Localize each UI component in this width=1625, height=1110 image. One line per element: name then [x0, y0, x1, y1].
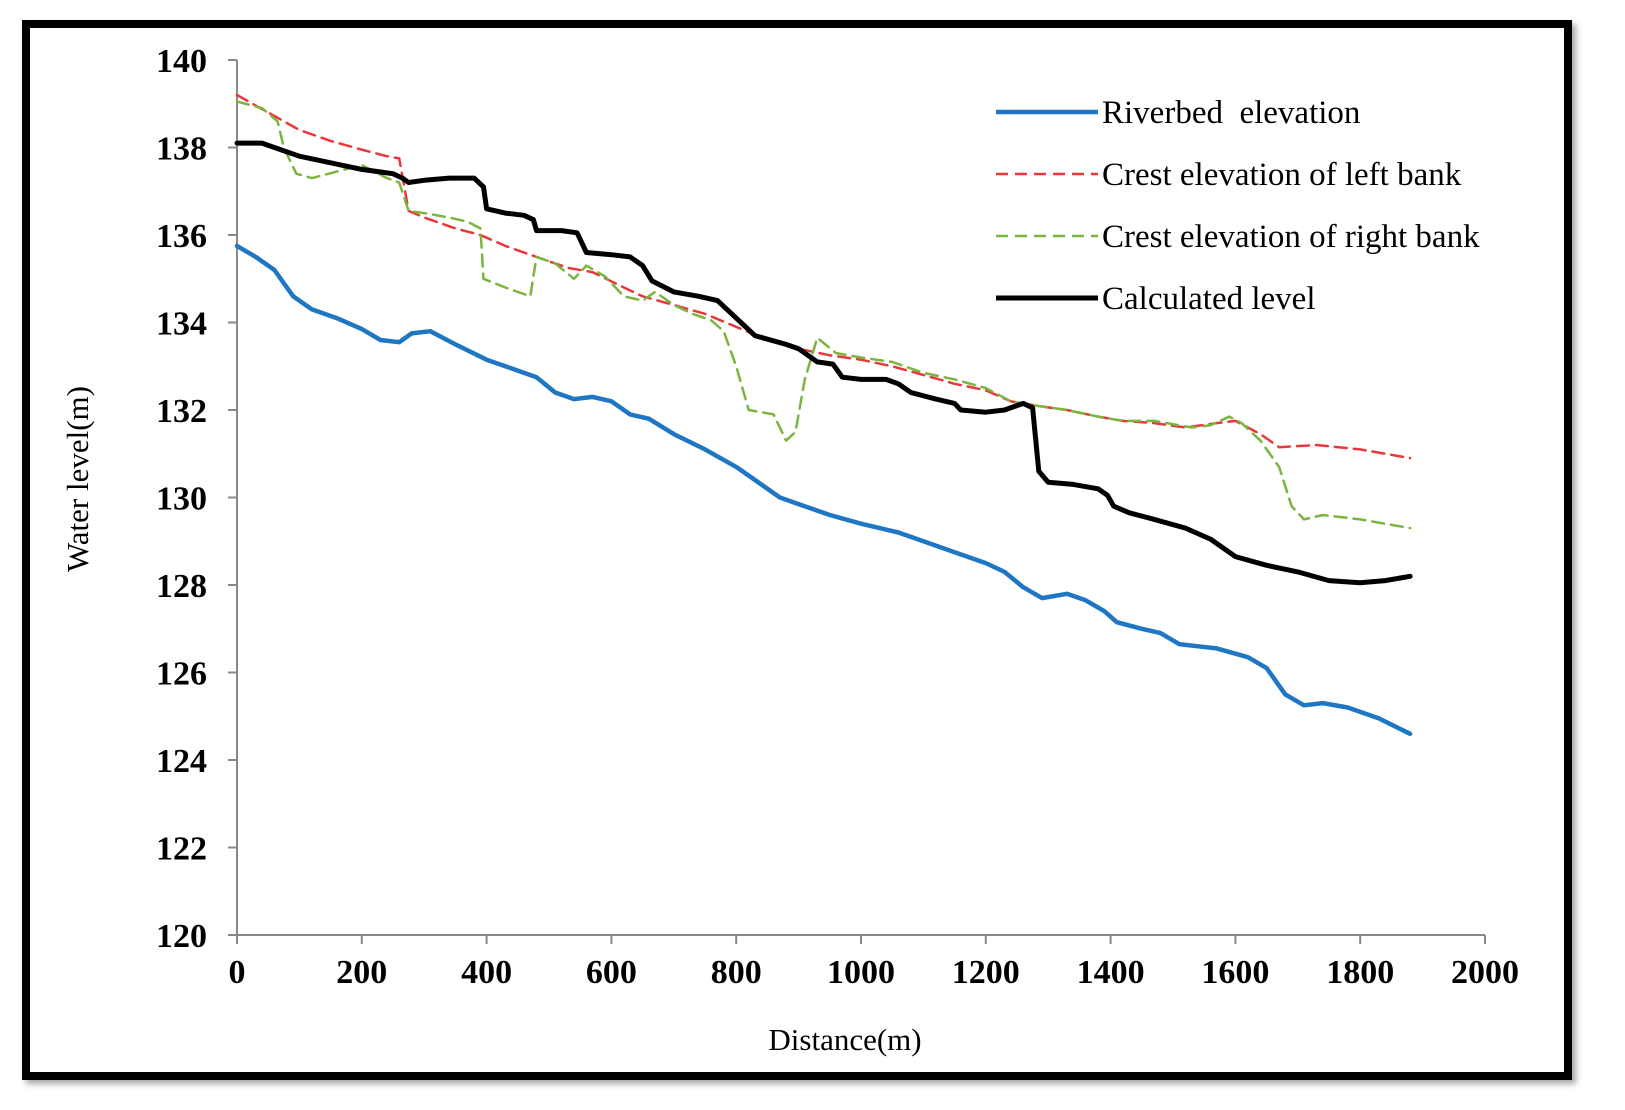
series-line-2 — [235, 93, 1412, 460]
x-tick-label: 600 — [586, 954, 637, 991]
x-tick-label: 1200 — [952, 954, 1020, 991]
y-tick-label: 138 — [156, 131, 207, 168]
x-tick-label: 200 — [336, 954, 387, 991]
y-tick-label: 128 — [156, 568, 207, 605]
y-tick-label: 126 — [156, 656, 207, 693]
chart-frame — [22, 20, 1572, 1080]
y-tick-label: 124 — [156, 743, 207, 780]
x-tick-label: 1000 — [827, 954, 895, 991]
y-axis-label: Water level(m) — [60, 386, 95, 572]
x-tick-label: 0 — [229, 954, 246, 991]
x-tick-label: 400 — [461, 954, 512, 991]
x-tick-label: 2000 — [1451, 954, 1519, 991]
y-tick-label: 132 — [156, 393, 207, 430]
x-tick-label: 800 — [711, 954, 762, 991]
legend-label: Crest elevation of right bank — [1102, 219, 1480, 255]
y-tick-label: 136 — [156, 218, 207, 255]
legend-label: Crest elevation of left bank — [1102, 157, 1462, 193]
series-line-1 — [234, 243, 1413, 737]
chart-legend: Riverbed elevation Crest elevation of lef… — [996, 95, 1480, 317]
x-tick-label: 1600 — [1201, 954, 1269, 991]
y-tick-label: 120 — [156, 918, 207, 955]
y-tick-label: 140 — [156, 43, 207, 80]
y-tick-label: 134 — [156, 306, 207, 343]
legend-label: Calculated level — [1102, 281, 1316, 317]
series-line-3 — [235, 100, 1412, 530]
y-tick-label: 130 — [156, 481, 207, 518]
x-tick-label: 1800 — [1326, 954, 1394, 991]
x-tick-label: 1400 — [1077, 954, 1145, 991]
chart-series-lines — [234, 93, 1413, 737]
legend-label: Riverbed elevation — [1102, 95, 1360, 131]
y-tick-label: 122 — [156, 831, 207, 868]
x-axis-label: Distance(m) — [768, 1022, 921, 1057]
series-line-4 — [234, 140, 1413, 586]
